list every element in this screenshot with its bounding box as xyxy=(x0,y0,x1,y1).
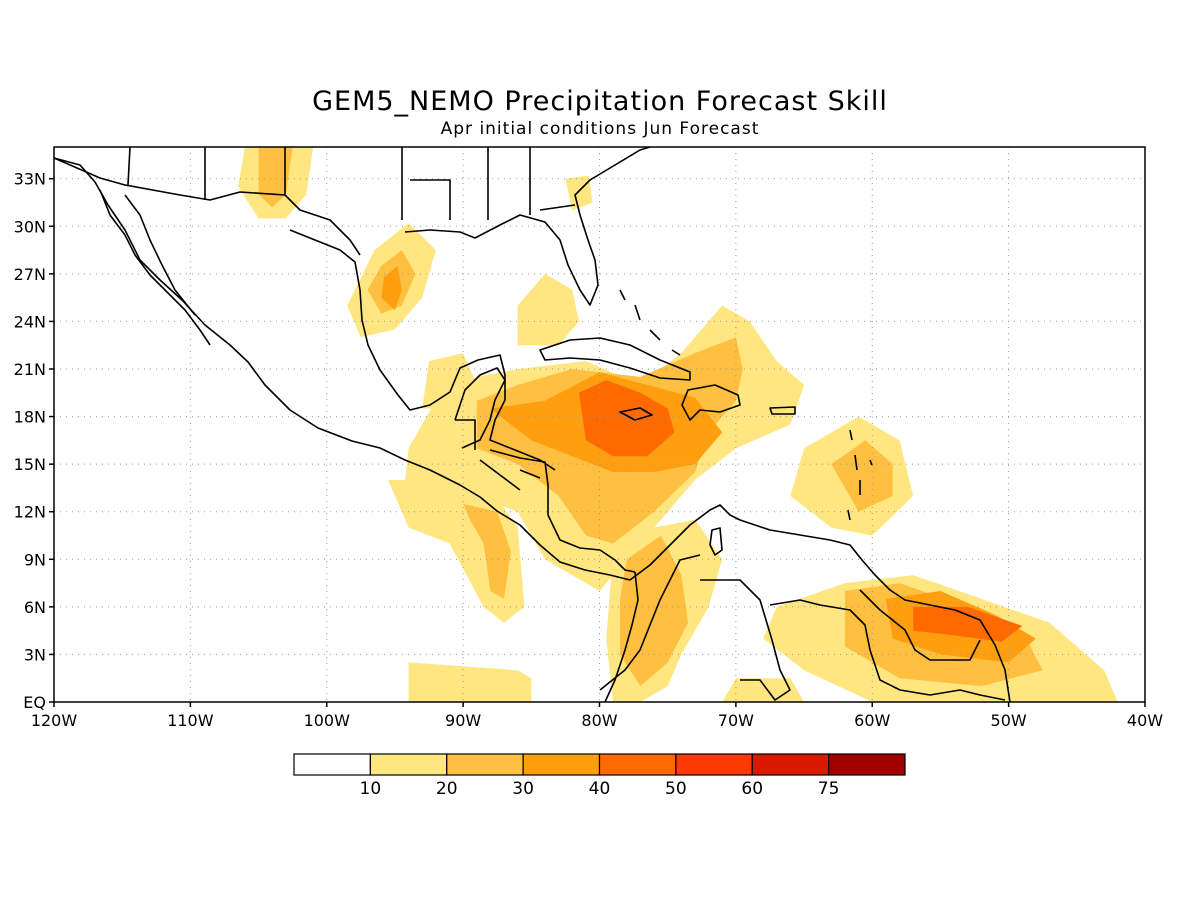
lat-tick-label: 12N xyxy=(14,503,46,522)
coastline-yucatan xyxy=(454,367,506,449)
lat-tick-label: 24N xyxy=(14,312,46,331)
colorbar-swatch-4 xyxy=(598,753,677,776)
skill-region-10 xyxy=(408,662,532,702)
coastline-lake-maracaibo xyxy=(709,527,723,556)
lat-tick-label: EQ xyxy=(23,693,46,712)
coastline-puerto-rico xyxy=(769,406,796,415)
colorbar-swatch-5 xyxy=(675,753,753,776)
state-borders xyxy=(127,147,576,220)
colorbar-label: 75 xyxy=(818,779,840,799)
lon-tick-label: 50W xyxy=(991,711,1027,730)
skill-region-2 xyxy=(517,273,579,346)
skill-region-17 xyxy=(831,440,893,512)
coastline-us-gulf xyxy=(404,147,651,306)
skill-region-11 xyxy=(722,678,805,702)
coastline-south-america-pacific xyxy=(604,571,639,702)
colorbar-swatch-0 xyxy=(293,753,371,776)
lat-tick-label: 30N xyxy=(14,217,46,236)
lat-tick-label: 21N xyxy=(14,360,46,379)
coastline-cuba xyxy=(539,337,691,381)
gridlines xyxy=(54,147,1145,702)
colorbar-label: 20 xyxy=(436,779,458,799)
lon-tick-label: 80W xyxy=(581,711,617,730)
coastline-bahamas xyxy=(619,289,681,356)
colorbar-swatch-1 xyxy=(369,753,448,776)
coastlines-and-borders xyxy=(54,147,1011,702)
coastline-mexico-pacific xyxy=(54,157,631,581)
coastline-baja-california xyxy=(99,189,211,346)
skill-region-16 xyxy=(620,535,689,687)
borders-central-america xyxy=(455,419,541,491)
coastline-hispaniola xyxy=(681,384,741,421)
lat-tick-label: 27N xyxy=(14,265,46,284)
map-title: GEM5_NEMO Precipitation Forecast Skill xyxy=(312,86,888,117)
colorbar-swatch-2 xyxy=(446,753,524,776)
colorbar-swatch-7 xyxy=(828,753,906,776)
colorbar-label: 40 xyxy=(589,779,611,799)
coastline-jamaica xyxy=(619,407,653,421)
skill-region-22 xyxy=(579,380,675,457)
lon-tick-label: 60W xyxy=(854,711,890,730)
lat-tick-label: 33N xyxy=(14,170,46,189)
skill-region-13 xyxy=(258,147,293,208)
lat-tick-label: 9N xyxy=(24,550,46,569)
skill-region-19 xyxy=(381,265,402,311)
coastline-central-america-east xyxy=(489,449,636,573)
colorbar-swatch-6 xyxy=(751,753,830,776)
latitude-tick-labels: EQ 3N 6N 9N 12N 15N 18N 21N 24N 27N 30N 33N xyxy=(14,170,54,712)
colorbar-label: 10 xyxy=(360,779,382,799)
colorbar-label: 60 xyxy=(741,779,763,799)
lon-tick-label: 100W xyxy=(304,711,351,730)
borders-south-america xyxy=(599,554,1006,701)
lat-tick-label: 6N xyxy=(24,598,46,617)
skill-region-23 xyxy=(913,606,1023,642)
map-subtitle: Apr initial conditions Jun Forecast xyxy=(440,119,760,139)
lat-tick-label: 18N xyxy=(14,408,46,427)
coastline-south-america-north xyxy=(629,504,1011,702)
lon-tick-label: 110W xyxy=(167,711,214,730)
border-us-mexico xyxy=(54,157,361,256)
lon-tick-label: 90W xyxy=(445,711,481,730)
coastline-lesser-antilles xyxy=(847,429,873,521)
lat-tick-label: 15N xyxy=(14,455,46,474)
colorbar: 10 20 30 40 50 60 75 xyxy=(293,753,906,799)
skill-shading-layer xyxy=(238,147,1118,702)
longitude-tick-labels: 120W 110W 100W 90W 80W 70W 60W 50W 40W xyxy=(31,702,1163,730)
lon-tick-label: 120W xyxy=(31,711,78,730)
colorbar-label: 30 xyxy=(512,779,534,799)
colorbar-swatch-3 xyxy=(522,753,601,776)
lat-tick-label: 3N xyxy=(24,645,46,664)
coastline-gulf xyxy=(289,229,556,471)
lon-tick-label: 40W xyxy=(1127,711,1163,730)
lon-tick-label: 70W xyxy=(718,711,754,730)
colorbar-label: 50 xyxy=(665,779,687,799)
skill-region-15 xyxy=(463,503,511,599)
